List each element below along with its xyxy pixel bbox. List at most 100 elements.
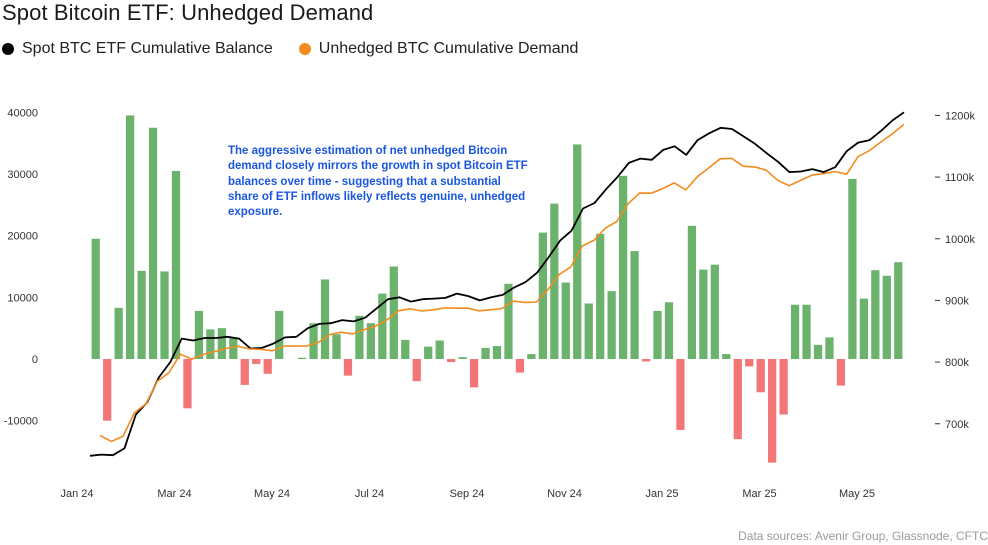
bar-positive bbox=[527, 354, 536, 359]
bar-positive bbox=[194, 310, 204, 359]
bar-positive bbox=[206, 329, 215, 359]
bar-positive bbox=[481, 347, 490, 359]
right-axis-tick-label: 1200k bbox=[945, 110, 975, 122]
bar-positive bbox=[653, 310, 662, 359]
left-axis-tick-label: 30000 bbox=[7, 169, 38, 181]
left-axis-tick-label: 40000 bbox=[7, 107, 38, 119]
bar-positive bbox=[618, 175, 628, 359]
bar-positive bbox=[125, 115, 135, 360]
bar-positive bbox=[802, 304, 811, 359]
bar-positive bbox=[424, 346, 433, 359]
legend-label-demand: Unhedged BTC Cumulative Demand bbox=[318, 40, 579, 57]
bar-negative bbox=[343, 359, 353, 376]
bar-positive bbox=[137, 270, 146, 359]
bar-negative bbox=[183, 359, 192, 409]
legend-item-demand: Unhedged BTC Cumulative Demand bbox=[298, 40, 579, 58]
bar-positive bbox=[630, 251, 639, 359]
bar-negative bbox=[756, 359, 765, 393]
bar-positive bbox=[297, 357, 307, 359]
bar-negative bbox=[768, 359, 777, 463]
right-axis-tick-label: 900k bbox=[945, 295, 969, 307]
bar-positive bbox=[492, 346, 502, 359]
right-axis-tick-label: 700k bbox=[945, 419, 969, 431]
x-axis-tick-label: May 24 bbox=[254, 488, 290, 500]
bar-positive bbox=[435, 340, 444, 359]
bar-positive bbox=[148, 127, 158, 359]
bar-negative bbox=[745, 359, 754, 367]
legend-marker-demand bbox=[298, 43, 311, 55]
bar-positive bbox=[596, 233, 605, 359]
bar-positive bbox=[790, 304, 800, 359]
bar-negative bbox=[779, 359, 788, 415]
bar-positive bbox=[458, 357, 467, 359]
right-axis-tick-label: 800k bbox=[945, 357, 969, 369]
bar-positive bbox=[504, 283, 513, 359]
bar-negative bbox=[240, 359, 249, 385]
bar-negative bbox=[263, 359, 272, 374]
bar-positive bbox=[171, 170, 181, 359]
x-axis-tick-label: Sep 24 bbox=[450, 488, 485, 500]
balance-series-line bbox=[89, 111, 905, 457]
bar-positive bbox=[607, 291, 616, 359]
x-axis-tick-label: Nov 24 bbox=[547, 488, 582, 500]
legend: Spot BTC ETF Cumulative Balance Unhedged… bbox=[2, 40, 578, 58]
bar-positive bbox=[355, 315, 364, 359]
bar-positive bbox=[825, 337, 834, 359]
bar-negative bbox=[447, 359, 456, 363]
x-axis-tick-label: Mar 24 bbox=[157, 488, 191, 500]
bar-positive bbox=[664, 302, 674, 359]
bar-positive bbox=[114, 307, 123, 359]
bar-positive bbox=[871, 270, 880, 359]
legend-label-balance: Spot BTC ETF Cumulative Balance bbox=[22, 40, 273, 57]
bar-positive bbox=[309, 323, 318, 359]
bar-positive bbox=[229, 337, 238, 359]
x-axis-tick-label: Jan 25 bbox=[645, 488, 678, 500]
bar-positive bbox=[882, 275, 891, 359]
bar-negative bbox=[641, 359, 651, 362]
bar-positive bbox=[275, 310, 284, 359]
bar-positive bbox=[561, 282, 570, 359]
bar-positive bbox=[366, 323, 376, 359]
legend-item-balance: Spot BTC ETF Cumulative Balance bbox=[2, 40, 273, 58]
bar-positive bbox=[699, 269, 708, 359]
bar-positive bbox=[91, 238, 100, 359]
bar-positive bbox=[389, 266, 398, 359]
bar-positive bbox=[160, 271, 169, 359]
demand-series-line bbox=[99, 123, 905, 443]
bar-positive bbox=[217, 328, 226, 359]
bar-negative bbox=[412, 359, 421, 382]
bar-positive bbox=[320, 279, 330, 359]
bar-positive bbox=[859, 298, 869, 359]
left-axis-tick-label: 10000 bbox=[7, 292, 38, 304]
bar-positive bbox=[687, 225, 697, 359]
data-source-note: Data sources: Avenir Group, Glassnode, C… bbox=[738, 529, 988, 543]
left-axis-tick-label: 0 bbox=[32, 354, 38, 366]
bar-positive bbox=[573, 144, 582, 359]
bar-negative bbox=[103, 359, 112, 421]
bar-positive bbox=[710, 264, 719, 359]
bar-positive bbox=[813, 344, 823, 359]
bar-positive bbox=[584, 303, 593, 359]
bar-negative bbox=[252, 359, 261, 364]
bar-positive bbox=[848, 178, 857, 359]
bar-negative bbox=[836, 359, 846, 386]
bar-negative bbox=[469, 359, 479, 388]
legend-marker-balance bbox=[2, 43, 14, 55]
right-axis-tick-label: 1100k bbox=[945, 172, 975, 184]
bar-negative bbox=[676, 359, 685, 430]
x-axis-tick-label: May 25 bbox=[839, 488, 875, 500]
bar-positive bbox=[722, 354, 731, 359]
bar-positive bbox=[401, 339, 410, 359]
x-axis-tick-label: Jan 24 bbox=[60, 488, 93, 500]
left-axis-tick-label: 20000 bbox=[7, 231, 38, 243]
bar-negative bbox=[515, 359, 525, 373]
x-axis-tick-label: Jul 24 bbox=[355, 488, 384, 500]
chart-annotation: The aggressive estimation of net unhedge… bbox=[228, 145, 528, 219]
bar-positive bbox=[894, 262, 903, 359]
bar-positive bbox=[332, 334, 341, 359]
bar-negative bbox=[733, 359, 742, 440]
chart-title: Spot Bitcoin ETF: Unhedged Demand bbox=[2, 0, 374, 25]
right-axis-tick-label: 1000k bbox=[945, 234, 975, 246]
left-axis-tick-label: -10000 bbox=[4, 416, 38, 428]
